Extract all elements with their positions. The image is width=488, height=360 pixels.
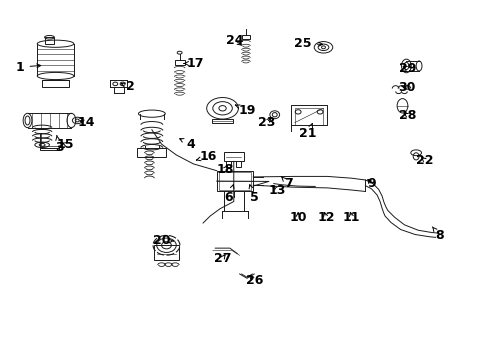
Bar [154, 245, 178, 260]
Text: 22: 22 [415, 154, 433, 167]
Text: 5: 5 [248, 185, 258, 204]
Bar [40, 148, 59, 150]
Text: 9: 9 [366, 177, 375, 190]
Text: 19: 19 [235, 104, 255, 117]
Text: 1: 1 [16, 60, 41, 73]
Text: 18: 18 [216, 163, 233, 176]
Text: 6: 6 [224, 185, 234, 204]
Text: 24: 24 [225, 33, 243, 47]
Text: 13: 13 [268, 184, 286, 197]
Text: 14: 14 [77, 116, 95, 129]
Text: 29: 29 [398, 62, 416, 75]
Text: 11: 11 [342, 211, 360, 224]
Bar [174, 60, 184, 65]
Bar [211, 119, 233, 123]
Bar [226, 161, 231, 167]
Text: 4: 4 [179, 138, 195, 150]
Text: 2: 2 [121, 80, 134, 93]
Text: 7: 7 [281, 176, 292, 190]
Text: 12: 12 [317, 211, 334, 224]
Bar [236, 161, 241, 167]
Bar [216, 171, 253, 192]
Text: 15: 15 [57, 138, 74, 150]
Bar [219, 172, 250, 190]
Text: 17: 17 [184, 57, 204, 70]
Bar [224, 152, 243, 161]
Text: 26: 26 [245, 274, 263, 287]
Bar [42, 80, 69, 87]
Bar [137, 148, 166, 157]
Bar [242, 35, 249, 39]
Text: 20: 20 [153, 234, 173, 247]
Text: 16: 16 [196, 150, 216, 163]
Text: 8: 8 [431, 227, 443, 242]
Text: 10: 10 [289, 211, 306, 224]
Text: 23: 23 [257, 116, 275, 129]
Text: 3: 3 [55, 136, 63, 154]
Text: 28: 28 [398, 109, 416, 122]
Text: 30: 30 [397, 81, 415, 94]
Text: 27: 27 [213, 252, 231, 265]
Text: 25: 25 [294, 37, 322, 50]
Text: 21: 21 [299, 123, 316, 140]
Bar [44, 37, 54, 44]
